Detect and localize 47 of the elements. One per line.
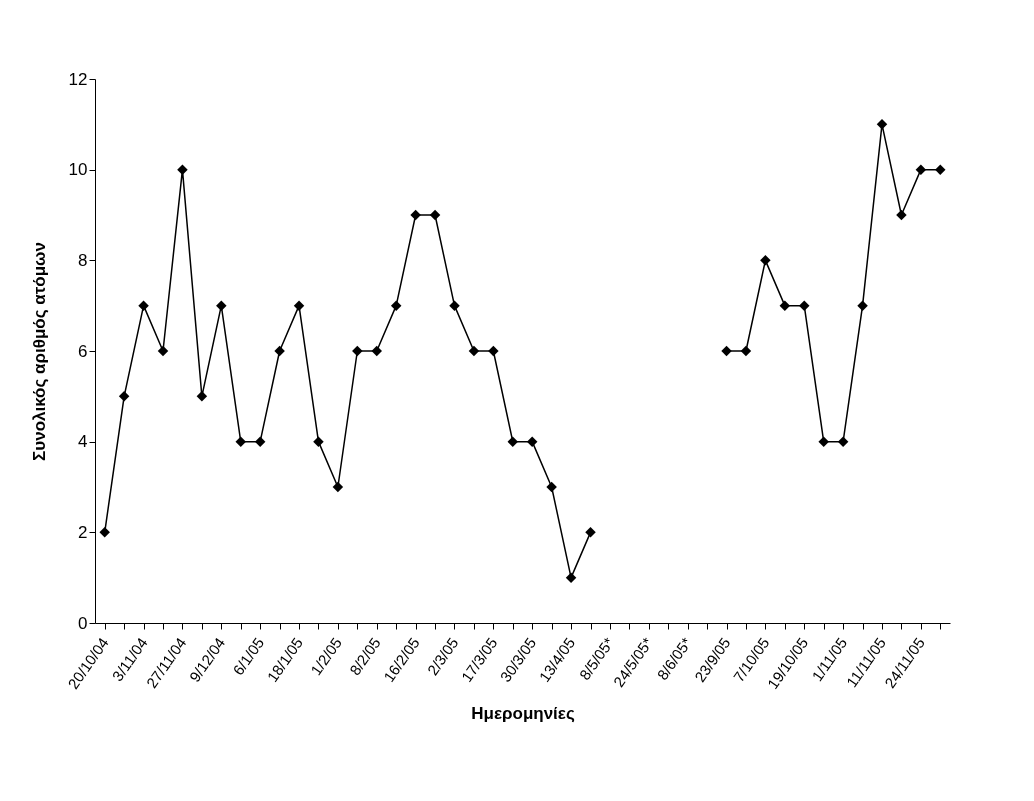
point [410, 209, 421, 221]
point [896, 209, 907, 221]
point [818, 436, 829, 447]
point [565, 572, 577, 583]
point [254, 436, 266, 447]
y-tick-label: 4 [78, 432, 88, 452]
point [915, 164, 927, 175]
point [235, 436, 246, 447]
point [507, 436, 519, 447]
y-tick-label: 2 [78, 522, 88, 542]
point [740, 345, 752, 357]
point [99, 527, 110, 538]
point [313, 436, 324, 447]
point [293, 300, 305, 311]
point [876, 119, 888, 130]
point [118, 391, 130, 402]
point [449, 300, 460, 311]
y-tick-label: 10 [68, 160, 88, 180]
point [721, 345, 732, 357]
point [837, 436, 849, 447]
point [332, 481, 344, 493]
point [352, 345, 363, 357]
point [779, 300, 791, 311]
point [429, 209, 441, 221]
point [799, 300, 810, 311]
point [488, 345, 499, 357]
point [216, 300, 227, 311]
point [274, 345, 285, 357]
point [157, 345, 169, 357]
point [196, 391, 208, 402]
point [857, 300, 868, 311]
y-tick-label: 12 [68, 69, 88, 89]
point [371, 345, 383, 357]
point [585, 527, 596, 538]
y-tick-label: 6 [78, 341, 88, 361]
point [138, 300, 149, 311]
point [760, 255, 771, 266]
y-axis-title: Συνολικός αριθμός ατόμων [29, 242, 49, 461]
point [526, 436, 538, 447]
point [468, 345, 480, 357]
y-tick-label: 8 [78, 250, 88, 270]
point [177, 164, 188, 175]
point [935, 164, 946, 175]
point [546, 481, 557, 493]
y-tick-label: 0 [78, 613, 88, 633]
point [390, 300, 402, 311]
x-axis-title: Ημερομηνίες [471, 703, 575, 723]
